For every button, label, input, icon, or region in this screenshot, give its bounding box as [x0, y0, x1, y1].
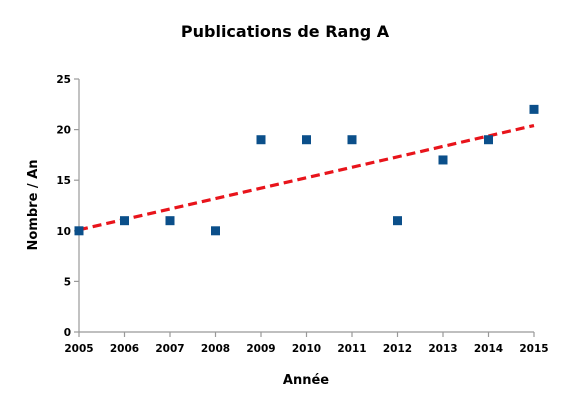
x-tick-label: 2012 [383, 343, 412, 355]
data-point [165, 216, 175, 226]
x-tick-label: 2005 [64, 343, 93, 355]
x-tick-label: 2010 [292, 343, 321, 355]
data-point [484, 135, 493, 145]
x-tick-label: 2013 [428, 343, 457, 355]
plot-area: 0 5 10 15 20 25 2005 2006 2007 2008 2009 2010 2011 20… [56, 74, 548, 355]
x-tick-label: 2014 [474, 343, 503, 355]
data-point [302, 135, 311, 145]
x-tick-label: 2006 [110, 343, 139, 355]
data-point [393, 216, 402, 226]
x-tick-label: 2011 [337, 343, 366, 355]
y-tick-label: 10 [56, 226, 71, 238]
x-tick-label: 2007 [155, 343, 184, 355]
y-tick-label: 25 [56, 74, 71, 86]
data-point [120, 216, 129, 226]
data-point [256, 135, 266, 145]
y-tick-label: 5 [64, 276, 71, 288]
x-tick-label: 2008 [201, 343, 230, 355]
data-point [74, 226, 84, 236]
x-axis-label: Année [283, 373, 329, 388]
trendline [78, 123, 535, 232]
y-tick-label: 0 [64, 327, 71, 339]
data-point [438, 155, 448, 165]
x-tick-label: 2009 [246, 343, 275, 355]
data-point [347, 135, 357, 145]
y-axis-label: Nombre / An [26, 159, 41, 250]
x-tick-label: 2015 [519, 343, 548, 355]
data-point [211, 226, 220, 236]
data-point [529, 104, 539, 114]
y-tick-label: 15 [56, 175, 71, 187]
chart-title: Publications de Rang A [181, 22, 390, 41]
y-tick-label: 20 [56, 125, 71, 137]
